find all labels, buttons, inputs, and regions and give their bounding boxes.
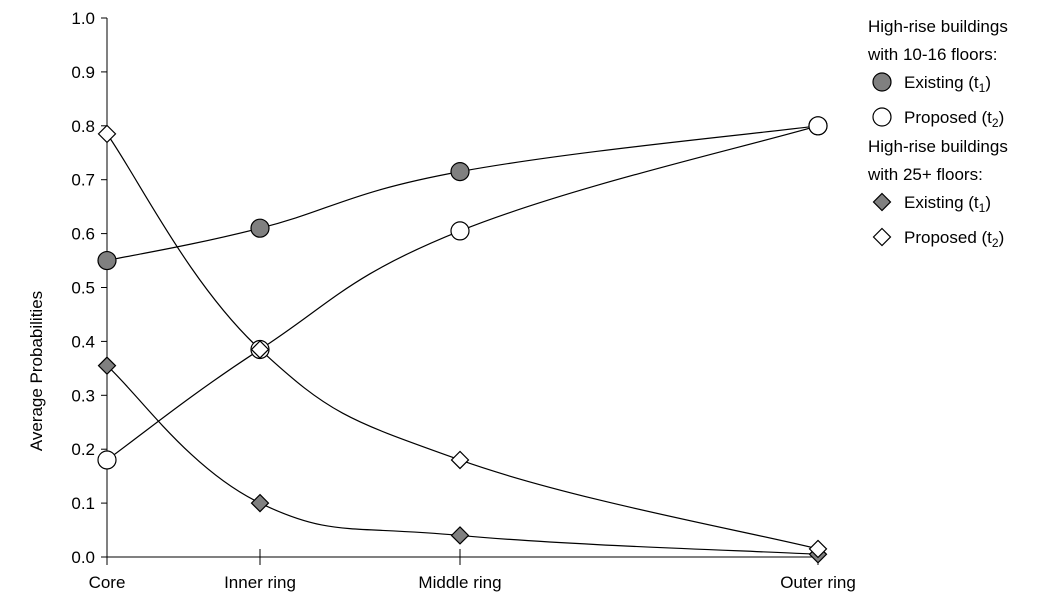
x-tick-label: Middle ring — [418, 573, 501, 592]
data-point-diamond — [450, 526, 470, 545]
data-point-diamond — [450, 450, 470, 470]
y-tick-label: 0.1 — [71, 494, 95, 513]
series-line-3 — [106, 133, 819, 550]
legend: High-rise buildings with 10-16 floors: Exi… — [867, 17, 1008, 250]
legend-marker — [872, 72, 892, 92]
legend-heading: with 10-16 floors: — [867, 45, 997, 64]
x-tick-label: Outer ring — [780, 573, 856, 592]
data-point-circle — [97, 450, 117, 470]
data-point-diamond — [250, 340, 270, 359]
data-point-diamond — [808, 539, 828, 559]
y-tick-label: 1.0 — [71, 9, 95, 28]
data-point-circle — [450, 221, 470, 241]
legend-heading: High-rise buildings — [868, 17, 1008, 36]
y-axis-title: Average Probabilities — [27, 291, 46, 451]
y-tick-label: 0.5 — [71, 279, 95, 298]
y-tick-label: 0.3 — [71, 386, 95, 405]
legend-heading: with 25+ floors: — [867, 165, 983, 184]
y-tick-label: 0.2 — [71, 440, 95, 459]
data-point-diamond — [97, 356, 117, 376]
data-point-circle — [808, 116, 828, 136]
y-tick-label: 0.9 — [71, 63, 95, 82]
series-markers — [97, 116, 828, 564]
axes: 0.0 0.1 0.2 0.3 0.4 0.5 0.6 0.7 0.8 0.9 1.0 Core Inn… — [71, 9, 855, 592]
legend-entry-label: Proposed (t2) — [904, 228, 1004, 250]
data-point-circle — [250, 218, 270, 238]
data-point-diamond — [250, 493, 270, 513]
y-tick-label: 0.6 — [71, 225, 95, 244]
series-line-2 — [106, 365, 819, 555]
legend-entry-label: Existing (t1) — [904, 73, 991, 95]
legend-marker — [872, 227, 892, 247]
x-tick-label: Inner ring — [224, 573, 296, 592]
series-line-1 — [106, 125, 819, 461]
x-tick-label: Core — [89, 573, 126, 592]
data-point-diamond — [97, 124, 117, 144]
legend-entry-label: Existing (t1) — [904, 193, 991, 215]
y-tick-label: 0.7 — [71, 171, 95, 190]
legend-heading: High-rise buildings — [868, 137, 1008, 156]
y-tick-label: 0.8 — [71, 117, 95, 136]
data-point-circle — [97, 250, 117, 271]
y-tick-label: 0.0 — [71, 548, 95, 567]
series-line-0 — [106, 125, 819, 262]
legend-entry-label: Proposed (t2) — [904, 108, 1004, 130]
legend-marker — [872, 192, 892, 212]
series-lines — [106, 125, 819, 555]
data-point-circle — [450, 162, 470, 182]
legend-marker — [872, 107, 892, 127]
y-tick-label: 0.4 — [71, 332, 95, 351]
